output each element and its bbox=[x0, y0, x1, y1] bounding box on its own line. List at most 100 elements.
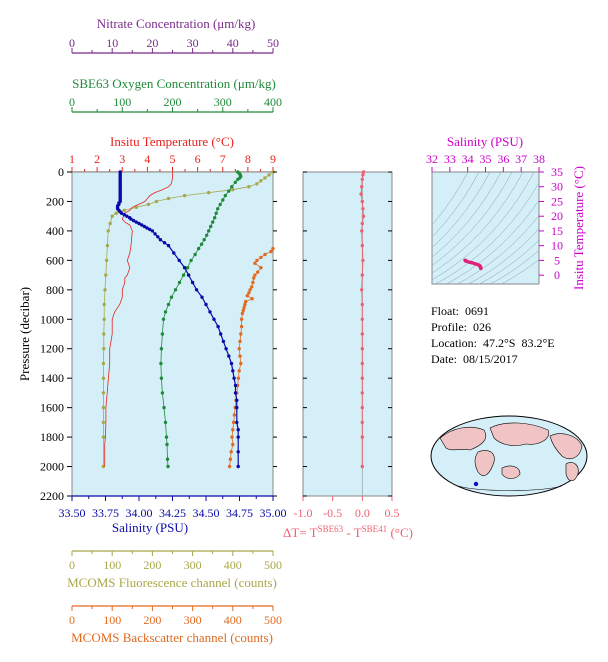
oxygen-series-point bbox=[236, 177, 240, 182]
delta-tick-label: -0.5 bbox=[323, 506, 342, 520]
salinity-series-point bbox=[177, 258, 181, 263]
backscatter-series-point bbox=[271, 246, 275, 251]
delta-series-point bbox=[360, 221, 364, 226]
backscatter-tick-label: 300 bbox=[184, 613, 202, 627]
pressure-tick-label: 2000 bbox=[40, 460, 64, 474]
pressure-tick-label: 1200 bbox=[40, 342, 64, 356]
delta-series-point bbox=[360, 317, 364, 321]
backscatter-series-point bbox=[269, 249, 273, 254]
delta-series-point bbox=[360, 332, 364, 336]
backscatter-series-point bbox=[250, 285, 254, 289]
fluorescence-axis-label: MCOMS Fluorescence channel (counts) bbox=[67, 575, 277, 590]
salinity-tick-label: 34.50 bbox=[193, 506, 220, 520]
salinity-series-point bbox=[233, 391, 238, 395]
ts-xtick-label: 32 bbox=[426, 152, 438, 166]
delta-series-point bbox=[360, 199, 364, 204]
fluorescence-series-point bbox=[101, 464, 106, 469]
pressure-axis-label: Pressure (decibar) bbox=[17, 287, 32, 381]
temperature-tick-label: 7 bbox=[220, 152, 226, 166]
salinity-series-point bbox=[140, 223, 144, 227]
oxygen-series-point bbox=[209, 224, 213, 229]
nitrate-tick-label: 0 bbox=[69, 36, 75, 50]
fluorescence-series-point bbox=[104, 258, 109, 263]
fluorescence-series-point bbox=[247, 185, 251, 189]
oxygen-series-point bbox=[165, 442, 169, 447]
ts-xtick-label: 37 bbox=[515, 152, 527, 166]
salinity-tick-label: 34.75 bbox=[226, 506, 253, 520]
ts-contour-line bbox=[434, 182, 539, 284]
salinity-series-point bbox=[221, 339, 226, 344]
backscatter-series-point bbox=[241, 308, 245, 313]
salinity-series-point bbox=[229, 361, 234, 366]
fluorescence-series-point bbox=[101, 361, 106, 366]
ts-contour-line bbox=[445, 199, 539, 284]
salinity-series-point bbox=[200, 295, 204, 299]
delta-temperature-panel: -1.0 -0.5 0.0 0.5 ΔT= TSBE63 - TSBE41 (°C) bbox=[283, 170, 413, 540]
fluorescence-series-point bbox=[231, 188, 235, 192]
salinity-series-point bbox=[158, 238, 163, 242]
fluorescence-series-point bbox=[146, 202, 151, 207]
delta-series-point bbox=[360, 361, 364, 366]
oxygen-series-point bbox=[169, 295, 174, 299]
salinity-series-point bbox=[166, 243, 171, 248]
pressure-tick-label: 1400 bbox=[40, 371, 64, 385]
ts-contour-line bbox=[432, 172, 491, 248]
pressure-tick-label: 0 bbox=[58, 165, 64, 179]
fluorescence-tick-label: 400 bbox=[224, 558, 242, 572]
ts-title: Salinity (PSU) bbox=[447, 134, 523, 149]
oxygen-series-point bbox=[196, 246, 201, 251]
float-location-marker bbox=[473, 481, 479, 487]
salinity-tick-label: 33.50 bbox=[59, 506, 86, 520]
oxygen-series-point bbox=[159, 376, 164, 380]
nitrate-tick-label: 20 bbox=[146, 36, 158, 50]
fluorescence-series-point bbox=[207, 190, 211, 195]
salinity-tick-label: 34.25 bbox=[159, 506, 186, 520]
ts-contour-line bbox=[467, 227, 539, 284]
pressure-tick-label: 400 bbox=[46, 224, 64, 238]
salinity-series-point bbox=[236, 435, 240, 439]
salinity-series-point bbox=[233, 383, 238, 388]
fluorescence-series-point bbox=[255, 182, 259, 186]
salinity-series-point bbox=[235, 420, 239, 425]
oxygen-series-point bbox=[214, 211, 218, 215]
salinity-series-point bbox=[212, 317, 216, 321]
ts-contour-line bbox=[432, 172, 535, 281]
oxygen-series-point bbox=[218, 202, 222, 207]
oxygen-series-point bbox=[163, 420, 168, 425]
fluorescence-series-point bbox=[182, 193, 187, 198]
oxygen-tick-label: 0 bbox=[69, 95, 75, 109]
pressure-tick-label: 2200 bbox=[40, 489, 64, 503]
delta-label-part: - T bbox=[343, 525, 362, 540]
backscatter-series-point bbox=[231, 428, 235, 432]
salinity-series-point bbox=[236, 464, 240, 469]
backscatter-tick-label: 0 bbox=[69, 613, 75, 627]
oxygen-series-point bbox=[216, 207, 220, 211]
backscatter-series-point bbox=[240, 311, 245, 316]
nitrate-axis-label: Nitrate Concentration (μm/kg) bbox=[97, 16, 256, 31]
fluorescence-series-point bbox=[102, 317, 106, 321]
salinity-series-point bbox=[231, 369, 235, 373]
ts-contour-line bbox=[432, 172, 524, 274]
backscatter-series-point bbox=[259, 266, 263, 270]
delta-series-point bbox=[360, 420, 364, 425]
delta-series-point bbox=[360, 288, 364, 292]
delta-series-point bbox=[361, 258, 365, 263]
delta-axis-label: ΔT= TSBE63 - TSBE41 (°C) bbox=[283, 524, 413, 540]
backscatter-series-point bbox=[250, 297, 254, 301]
salinity-series-point bbox=[131, 218, 136, 223]
oxygen-series-point bbox=[202, 238, 206, 242]
oxygen-tick-label: 100 bbox=[113, 95, 131, 109]
ts-xtick-label: 34 bbox=[462, 152, 474, 166]
ts-xtick-label: 33 bbox=[444, 152, 456, 166]
ts-ytick-label: 35 bbox=[551, 165, 563, 179]
delta-series-point bbox=[360, 243, 364, 248]
delta-label-sup: SBE41 bbox=[362, 524, 388, 534]
fluorescence-series-point bbox=[103, 288, 107, 292]
salinity-series-point bbox=[236, 450, 240, 454]
oxygen-series-point bbox=[162, 405, 166, 410]
backscatter-series-point bbox=[238, 339, 242, 344]
backscatter-series-point bbox=[253, 273, 257, 277]
nitrate-axis: Nitrate Concentration (μm/kg) 0 10 20 30 40 5… bbox=[69, 16, 279, 54]
delta-series-point bbox=[360, 405, 364, 410]
fluorescence-series-point bbox=[104, 273, 108, 277]
